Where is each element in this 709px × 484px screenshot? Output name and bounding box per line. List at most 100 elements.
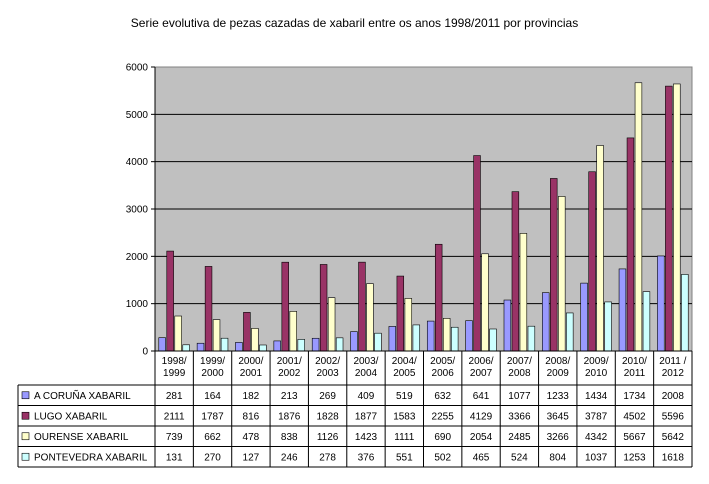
bar — [204, 266, 213, 352]
x-category-label: 2009 — [547, 368, 570, 379]
bar — [519, 233, 528, 352]
bar — [503, 299, 512, 352]
y-axis-ticks: 0 1000 2000 3000 4000 5000 6000 — [126, 63, 156, 358]
legend-label: A CORUÑA XABARIL — [34, 389, 131, 402]
table-cell: 278 — [319, 452, 336, 463]
x-category-label: 2002/ — [315, 356, 340, 367]
table-cell: 2111 — [164, 411, 185, 422]
table-cell: 5642 — [662, 432, 685, 443]
x-category-label: 2000 — [201, 368, 224, 379]
bar — [412, 324, 421, 352]
chart-title: Serie evolutiva de pezas cazadas de xaba… — [130, 16, 579, 30]
table-cell: 1126 — [317, 432, 339, 443]
table-cell: 246 — [281, 452, 298, 463]
bar — [174, 315, 182, 352]
bar — [580, 282, 588, 352]
x-category-label: 2002 — [278, 368, 301, 379]
x-category-label: 2001 — [240, 368, 263, 379]
table-cell: 1077 — [508, 391, 531, 402]
y-tick-label: 3000 — [126, 205, 149, 216]
table-cell: 1877 — [355, 411, 378, 422]
x-category-label: 2001/ — [277, 356, 302, 367]
table-cell: 409 — [358, 391, 375, 402]
y-tick-label: 1000 — [126, 299, 149, 310]
bar — [350, 331, 358, 352]
table-cell: 1423 — [355, 432, 378, 443]
bar — [196, 342, 205, 352]
table-cell: 641 — [473, 391, 490, 402]
legend-label: OURENSE XABARIL — [34, 432, 129, 443]
y-tick-label: 4000 — [126, 157, 149, 168]
bar — [596, 145, 604, 352]
table-cell: 269 — [319, 391, 336, 402]
table-cell: 524 — [511, 452, 528, 463]
bar — [626, 137, 635, 352]
table-cell: 551 — [396, 452, 413, 463]
y-tick-label: 5000 — [126, 110, 149, 121]
bar — [657, 255, 665, 352]
bar — [404, 298, 413, 352]
table-cell: 662 — [204, 432, 221, 443]
bar — [527, 325, 536, 352]
table-cell: 690 — [434, 432, 451, 443]
bar — [642, 291, 651, 352]
bar — [665, 85, 673, 352]
table-cell: 816 — [243, 411, 260, 422]
bar — [158, 337, 166, 352]
x-category-label: 2009/ — [584, 356, 609, 367]
bar — [358, 261, 366, 352]
bar — [604, 301, 612, 352]
bar — [566, 312, 574, 352]
x-category-label: 2004/ — [392, 356, 417, 367]
table-cell: 213 — [281, 391, 298, 402]
table-cell: 4129 — [470, 411, 493, 422]
bar — [220, 337, 229, 352]
table-cell: 5667 — [623, 432, 646, 443]
table-cell: 804 — [549, 452, 566, 463]
x-category-label: 1998/ — [162, 356, 187, 367]
bar — [681, 274, 689, 352]
bar — [442, 318, 451, 352]
legend-label: PONTEVEDRA XABARIL — [34, 452, 148, 463]
bar — [511, 191, 520, 352]
table-cell: 2054 — [470, 432, 493, 443]
table-cell: 519 — [396, 391, 413, 402]
bar — [481, 253, 489, 352]
bar — [473, 155, 481, 352]
bar — [588, 171, 596, 352]
x-category-label: 2007 — [470, 368, 493, 379]
x-category-label: 2007/ — [507, 356, 532, 367]
table-cell: 465 — [473, 452, 490, 463]
table-cell: 3787 — [585, 411, 608, 422]
bar — [396, 275, 405, 352]
bar — [182, 344, 190, 352]
y-tick-label: 0 — [142, 347, 148, 358]
bar — [212, 319, 221, 352]
x-category-label: 2004 — [355, 368, 378, 379]
table-cell: 1111 — [394, 432, 414, 443]
x-category-label: 2006 — [432, 368, 455, 379]
x-category-label: 2003/ — [353, 356, 378, 367]
table-cell: 3266 — [547, 432, 570, 443]
x-category-label: 2005/ — [430, 356, 455, 367]
table-cell: 2485 — [508, 432, 531, 443]
x-category-label: 2000/ — [238, 356, 263, 367]
table-cell: 270 — [204, 452, 221, 463]
legend-swatch — [21, 432, 30, 441]
bar — [550, 178, 558, 352]
x-category-label: 2011 / — [659, 356, 686, 367]
bar — [374, 332, 382, 352]
bar — [311, 337, 320, 352]
table-cell: 1734 — [623, 391, 646, 402]
bar — [251, 328, 259, 352]
table-cell: 478 — [243, 432, 260, 443]
bar — [426, 320, 435, 352]
legend-label: LUGO XABARIL — [34, 411, 108, 422]
bar — [542, 292, 550, 352]
x-category-label: 2008 — [508, 368, 531, 379]
legend-swatch — [21, 452, 30, 461]
x-category-label: 2008/ — [545, 356, 570, 367]
bar — [319, 264, 328, 352]
table-cell: 4342 — [585, 432, 608, 443]
